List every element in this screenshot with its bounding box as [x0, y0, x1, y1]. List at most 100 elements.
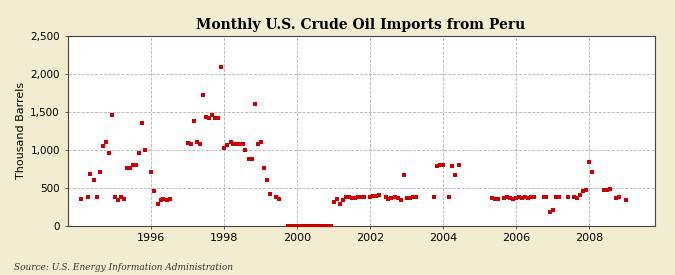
Point — [265, 192, 275, 197]
Point — [219, 146, 230, 150]
Point — [611, 196, 622, 200]
Point — [155, 197, 166, 202]
Point — [198, 93, 209, 97]
Point — [584, 160, 595, 164]
Point — [313, 223, 324, 228]
Point — [450, 172, 460, 177]
Y-axis label: Thousand Barrels: Thousand Barrels — [16, 82, 26, 179]
Point — [310, 223, 321, 228]
Point — [76, 197, 87, 201]
Point — [574, 193, 585, 197]
Point — [149, 188, 160, 193]
Point — [331, 197, 342, 201]
Point — [620, 197, 631, 202]
Point — [213, 116, 223, 120]
Point — [289, 223, 300, 228]
Point — [568, 195, 579, 200]
Point — [517, 196, 528, 200]
Point — [240, 147, 251, 152]
Point — [271, 195, 281, 200]
Point — [231, 142, 242, 147]
Point — [431, 163, 442, 168]
Point — [538, 195, 549, 200]
Point — [286, 223, 296, 228]
Point — [283, 223, 294, 228]
Point — [325, 223, 336, 228]
Point — [508, 197, 518, 201]
Point — [522, 196, 533, 200]
Point — [246, 157, 257, 162]
Point — [380, 194, 391, 199]
Point — [244, 157, 254, 162]
Point — [322, 223, 333, 228]
Point — [122, 166, 132, 170]
Point — [514, 195, 524, 200]
Point — [255, 140, 266, 144]
Point — [335, 202, 346, 207]
Point — [140, 147, 151, 152]
Point — [614, 194, 625, 199]
Point — [453, 163, 464, 167]
Point — [273, 197, 284, 201]
Point — [292, 223, 302, 228]
Point — [228, 141, 239, 146]
Point — [340, 194, 351, 199]
Point — [338, 197, 348, 202]
Point — [562, 194, 573, 199]
Point — [317, 223, 327, 228]
Point — [383, 197, 394, 201]
Point — [486, 196, 497, 200]
Point — [128, 163, 138, 167]
Point — [216, 65, 227, 69]
Point — [554, 195, 564, 200]
Point — [547, 208, 558, 213]
Point — [578, 188, 589, 193]
Point — [550, 195, 561, 200]
Point — [395, 197, 406, 202]
Point — [101, 140, 111, 144]
Point — [97, 144, 108, 148]
Point — [125, 166, 136, 170]
Point — [541, 194, 552, 199]
Point — [301, 223, 312, 228]
Point — [194, 141, 205, 146]
Point — [374, 193, 385, 197]
Point — [402, 196, 412, 200]
Point — [350, 196, 360, 200]
Point — [502, 195, 512, 200]
Point — [587, 170, 597, 175]
Point — [319, 223, 330, 228]
Text: Source: U.S. Energy Information Administration: Source: U.S. Energy Information Administ… — [14, 263, 232, 272]
Point — [572, 196, 583, 200]
Point — [109, 195, 120, 200]
Point — [146, 170, 157, 175]
Point — [82, 194, 93, 199]
Point — [161, 197, 172, 202]
Point — [529, 194, 540, 199]
Point — [346, 196, 357, 200]
Point — [429, 195, 439, 200]
Point — [210, 116, 221, 120]
Point — [544, 210, 555, 214]
Point — [115, 194, 126, 199]
Point — [444, 194, 455, 199]
Point — [207, 113, 218, 118]
Point — [95, 170, 105, 175]
Point — [252, 141, 263, 146]
Point — [358, 194, 369, 199]
Point — [599, 188, 610, 192]
Point — [580, 188, 591, 192]
Point — [526, 195, 537, 200]
Point — [137, 121, 148, 125]
Point — [192, 140, 202, 144]
Point — [91, 194, 102, 199]
Point — [304, 223, 315, 228]
Point — [493, 197, 504, 201]
Point — [371, 194, 382, 198]
Point — [356, 195, 367, 200]
Point — [520, 194, 531, 199]
Point — [189, 119, 200, 123]
Point — [164, 197, 175, 201]
Point — [186, 141, 196, 146]
Point — [234, 141, 245, 146]
